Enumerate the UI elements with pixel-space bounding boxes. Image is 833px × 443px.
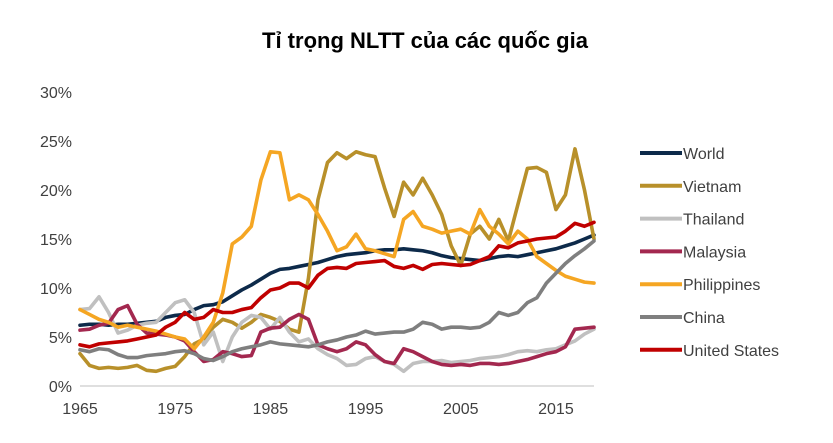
plot-area — [78, 147, 596, 374]
series-line-thailand — [78, 295, 596, 374]
y-tick-label: 10% — [40, 281, 72, 298]
x-tick-label: 2005 — [443, 401, 479, 418]
series-line-philippines — [78, 149, 596, 351]
y-tick-label: 25% — [40, 134, 72, 151]
series-line-vietnam — [78, 147, 596, 374]
series-line-china — [78, 239, 596, 363]
legend-label-thailand: Thailand — [683, 212, 744, 229]
y-tick-label: 0% — [49, 379, 72, 396]
x-tick-label: 1985 — [253, 401, 289, 418]
legend-label-vietnam: Vietnam — [683, 179, 741, 196]
y-tick-label: 15% — [40, 232, 72, 249]
y-tick-label: 30% — [40, 85, 72, 102]
x-tick-label: 1965 — [62, 401, 98, 418]
y-tick-label: 20% — [40, 183, 72, 200]
legend-label-malaysia: Malaysia — [683, 244, 746, 261]
legend-label-united-states: United States — [683, 343, 779, 360]
x-tick-label: 2015 — [538, 401, 574, 418]
legend-label-philippines: Philippines — [683, 277, 760, 294]
series-line-world — [78, 233, 596, 328]
chart-title: Tỉ trọng NLTT của các quốc gia — [262, 28, 589, 53]
legend-label-china: China — [683, 310, 725, 327]
axes: 0% 5% 10% 15% 20% 25% 30% 1965 1975 1985 1995 2005 2… — [40, 85, 594, 418]
x-tick-label: 1975 — [157, 401, 193, 418]
y-tick-label: 5% — [49, 330, 72, 347]
legend-label-world: World — [683, 146, 725, 163]
series-line-united-states — [78, 220, 596, 349]
legend: World Vietnam Thailand Malaysia Philippines C… — [640, 146, 779, 360]
x-tick-label: 1995 — [348, 401, 384, 418]
